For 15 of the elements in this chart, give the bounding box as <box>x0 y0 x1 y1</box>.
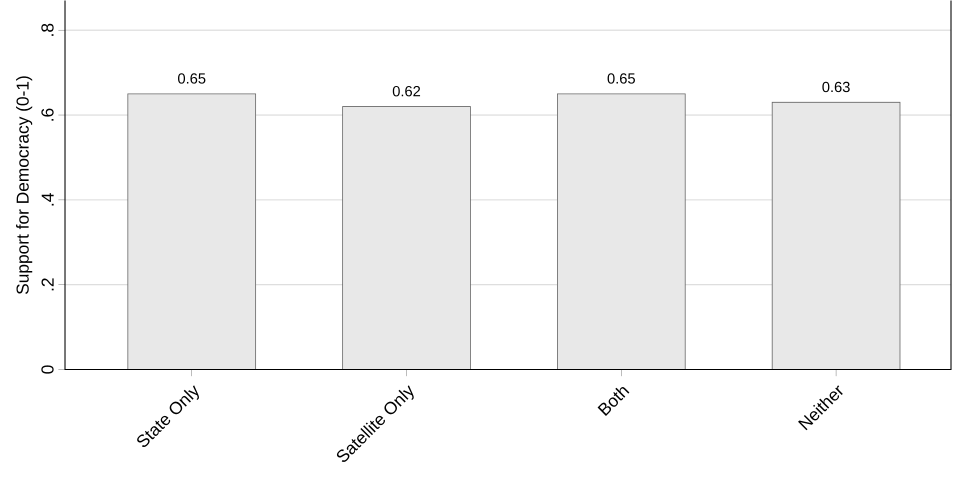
data-label: 0.65 <box>178 74 206 84</box>
y-tick-label: .4 <box>42 193 54 206</box>
data-label: 0.62 <box>392 86 420 97</box>
data-label: 0.65 <box>608 74 635 84</box>
y-tick-label: 0 <box>41 366 54 374</box>
y-tick-label: .2 <box>42 278 54 291</box>
bar <box>557 94 686 370</box>
y-axis-title: Support for Democracy (0-1) <box>16 76 32 294</box>
y-tick-label: .6 <box>41 108 54 121</box>
bar <box>772 102 900 370</box>
bar <box>127 94 256 370</box>
x-tick-label: Both <box>598 387 630 416</box>
bar <box>342 106 471 370</box>
data-label: 0.63 <box>822 82 850 92</box>
y-tick-label: .8 <box>41 24 54 36</box>
